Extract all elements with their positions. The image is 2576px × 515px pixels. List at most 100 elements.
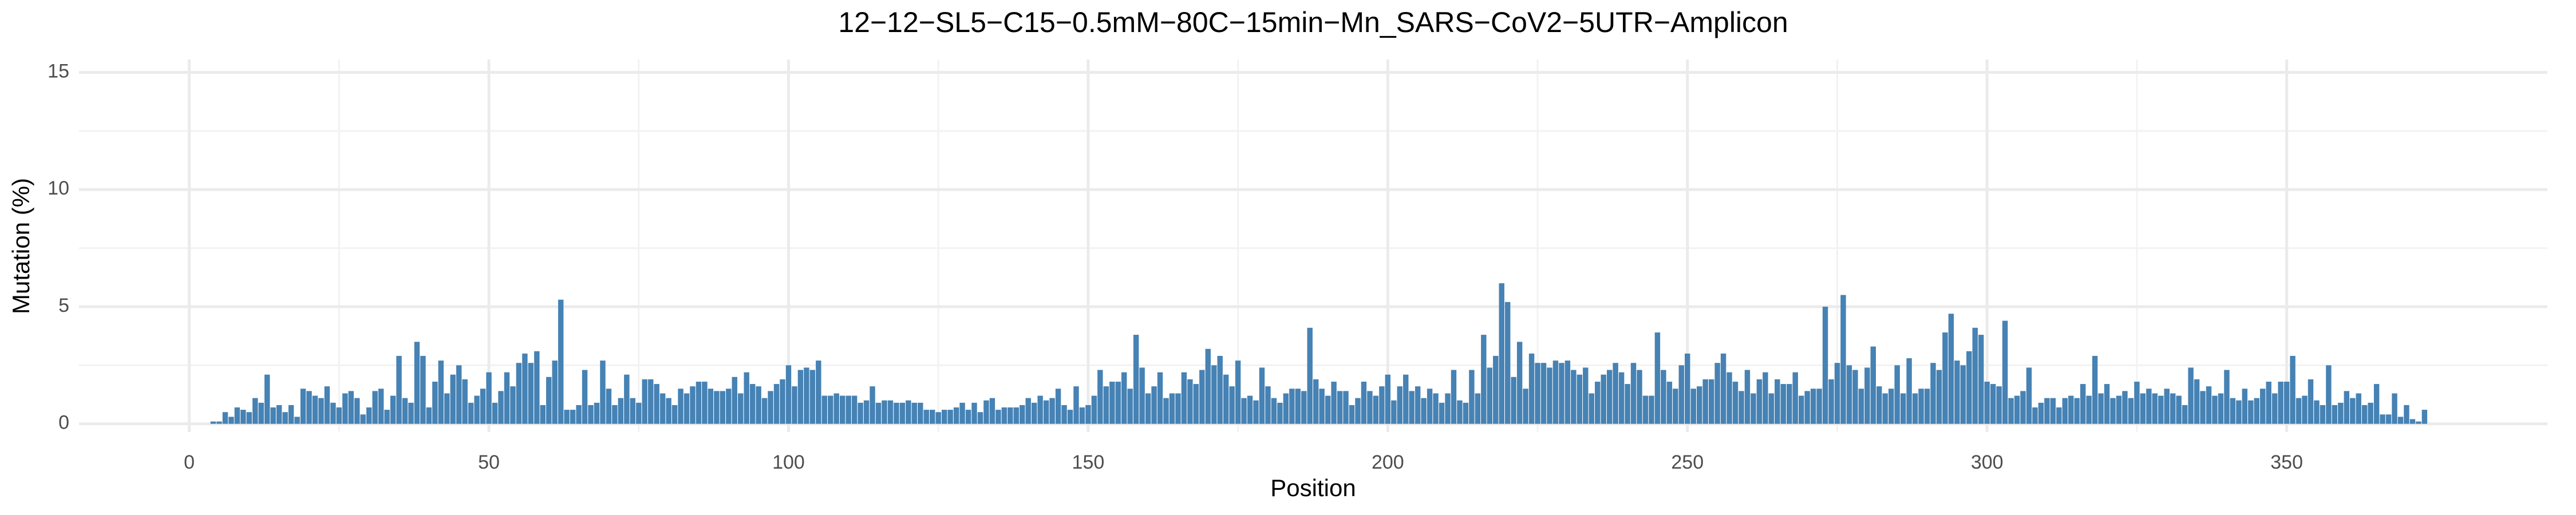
bar: [804, 367, 809, 424]
bar: [516, 363, 522, 424]
bar: [1157, 372, 1163, 424]
bar: [1499, 283, 1504, 424]
bar: [552, 360, 558, 424]
bar: [1702, 379, 1708, 424]
bar: [1205, 348, 1211, 424]
bar: [1481, 335, 1487, 424]
bar: [1169, 393, 1175, 424]
bar: [1493, 355, 1499, 424]
bar: [1792, 372, 1798, 424]
bar: [528, 363, 534, 424]
bar: [2086, 395, 2092, 424]
bar: [294, 417, 300, 424]
bar: [252, 398, 258, 424]
bar: [930, 410, 935, 424]
bar: [1906, 358, 1912, 424]
bar: [2032, 407, 2038, 424]
bar: [2116, 395, 2122, 424]
x-axis-title: Position: [1270, 474, 1356, 501]
bar: [2044, 398, 2050, 424]
bar: [1642, 395, 1649, 424]
bar: [1181, 372, 1187, 424]
bar: [1008, 407, 1013, 424]
bar: [1463, 402, 1469, 424]
bar: [726, 389, 732, 424]
bar: [324, 386, 330, 424]
bar: [1151, 386, 1157, 424]
bar: [1589, 393, 1594, 424]
bar: [1666, 381, 1673, 424]
bar: [2236, 400, 2242, 424]
bar: [1984, 381, 1990, 424]
bar: [2224, 370, 2230, 424]
bar: [1864, 367, 1870, 424]
bar: [2176, 395, 2182, 424]
bar: [1049, 398, 1055, 424]
bar: [282, 412, 288, 424]
bar: [510, 386, 516, 424]
bar: [1277, 402, 1283, 424]
bar: [773, 384, 780, 424]
bar: [1451, 370, 1457, 424]
bar: [546, 377, 552, 424]
bar: [396, 355, 402, 424]
bar: [1966, 351, 1972, 424]
bar: [1475, 393, 1481, 424]
bar: [671, 405, 678, 424]
bar: [1421, 398, 1427, 424]
bar: [1355, 398, 1361, 424]
y-tick-label: 0: [58, 412, 69, 434]
bar: [444, 393, 450, 424]
bar: [522, 353, 528, 424]
bar: [2344, 391, 2350, 424]
bar: [851, 395, 858, 424]
bar: [1960, 365, 1966, 424]
bar: [2350, 398, 2356, 424]
bar: [1972, 327, 1978, 424]
bar: [2385, 414, 2392, 424]
bar: [642, 379, 647, 424]
bar: [1020, 405, 1025, 424]
bar: [2314, 400, 2320, 424]
bar: [498, 391, 504, 424]
bar: [570, 410, 576, 424]
bar: [1834, 363, 1840, 424]
bar: [1001, 407, 1008, 424]
bar: [1163, 398, 1169, 424]
bar: [923, 410, 929, 424]
bar: [918, 402, 923, 424]
bar: [1373, 395, 1379, 424]
bar: [1564, 360, 1571, 424]
bar: [216, 421, 222, 424]
bar: [2056, 407, 2062, 424]
bar: [2200, 391, 2206, 424]
bar: [1097, 370, 1103, 424]
bar: [1559, 363, 1564, 424]
bar: [1816, 389, 1822, 424]
bar: [1888, 389, 1894, 424]
bar: [2260, 389, 2266, 424]
bar: [1433, 393, 1439, 424]
bar: [1037, 395, 1043, 424]
bar: [2320, 405, 2326, 424]
bar: [1756, 379, 1763, 424]
bar: [1511, 377, 1516, 424]
bar: [1217, 355, 1223, 424]
bar: [276, 405, 282, 424]
bar: [636, 402, 642, 424]
bar: [2206, 386, 2212, 424]
bar: [300, 389, 306, 424]
bar: [402, 398, 408, 424]
bar: [630, 398, 636, 424]
bar: [1457, 400, 1463, 424]
bar: [420, 355, 426, 424]
bars: [210, 283, 2428, 424]
bar: [1751, 393, 1756, 424]
bar: [1145, 393, 1151, 424]
bar: [1996, 386, 2002, 424]
bar: [1780, 384, 1786, 424]
bar: [1583, 367, 1589, 424]
bar: [983, 400, 989, 424]
